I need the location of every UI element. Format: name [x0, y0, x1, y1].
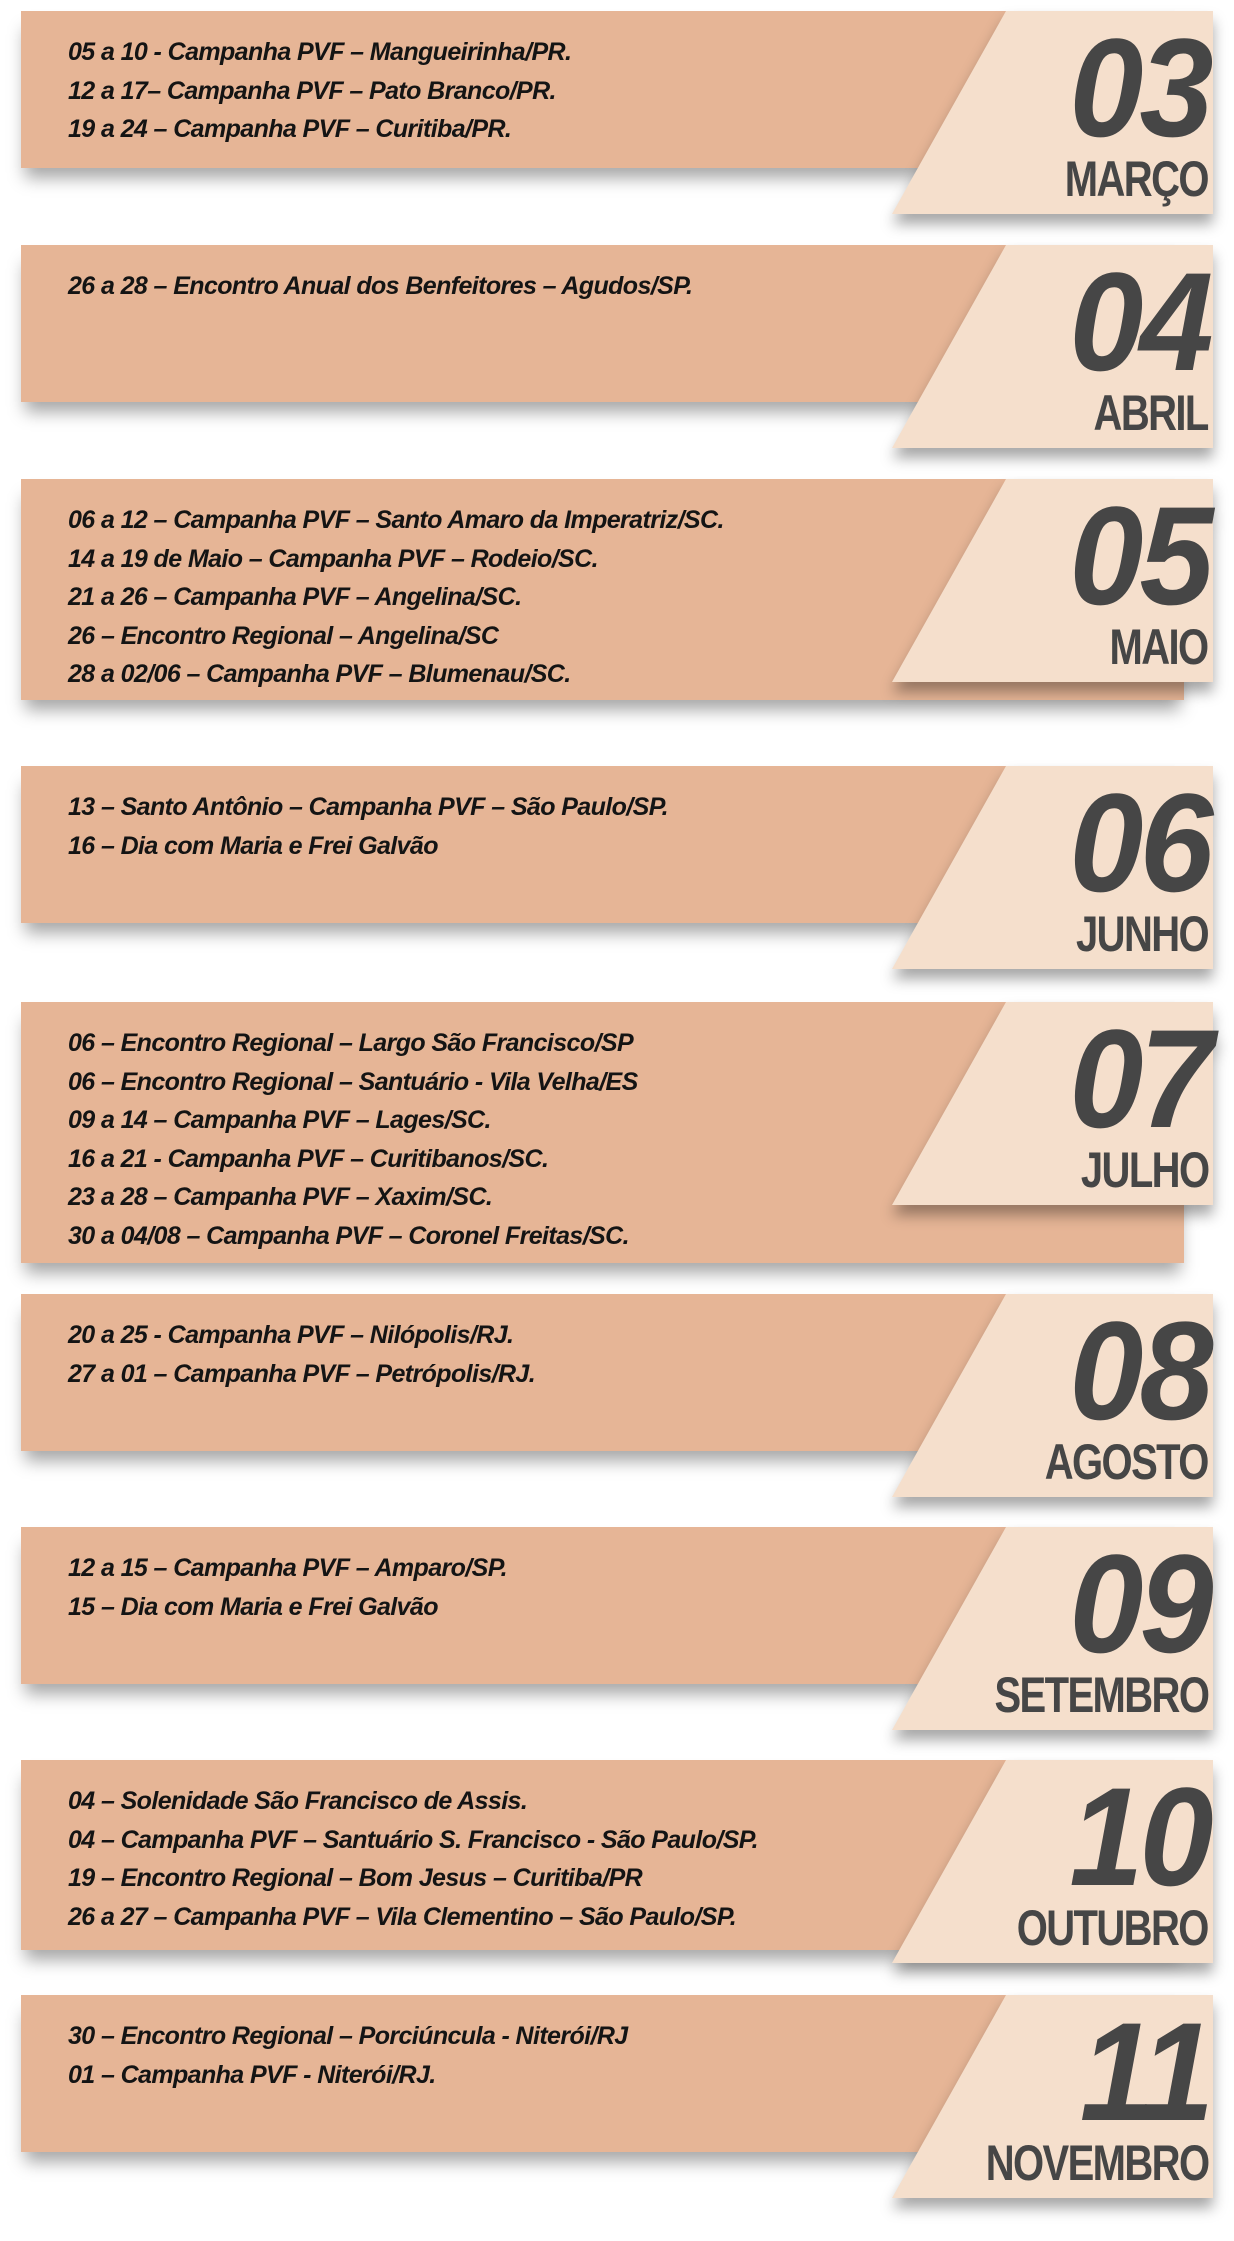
month-tag: 08 AGOSTO — [880, 1294, 1220, 1497]
event-item: 13 – Santo Antônio – Campanha PVF – São … — [68, 793, 669, 821]
month-name: AGOSTO — [1044, 1434, 1210, 1490]
event-item: 26 a 27 – Campanha PVF – Vila Clementino… — [68, 1902, 737, 1931]
event-item: 09 a 14 – Campanha PVF – Lages/SC. — [68, 1106, 491, 1134]
event-item: 19 – Encontro Regional – Bom Jesus – Cur… — [68, 1864, 643, 1892]
month-name: MARÇO — [1064, 151, 1210, 207]
event-item: 21 a 26 – Campanha PVF – Angelina/SC. — [68, 583, 522, 611]
event-list: 13 – Santo Antônio – Campanha PVF – São … — [68, 788, 669, 865]
event-item: 28 a 02/06 – Campanha PVF – Blumenau/SC. — [68, 660, 571, 688]
event-list: 20 a 25 - Campanha PVF – Nilópolis/RJ. 27… — [68, 1316, 536, 1393]
month-number: 09 — [1069, 1525, 1214, 1682]
event-item: 15 – Dia com Maria e Frei Galvão — [68, 1592, 438, 1621]
event-item: 14 a 19 de Maio – Campanha PVF – Rodeio/… — [68, 544, 599, 573]
event-item: 06 a 12 – Campanha PVF – Santo Amaro da … — [68, 506, 724, 534]
month-name: OUTUBRO — [1016, 1900, 1210, 1956]
month-name: JULHO — [1080, 1142, 1209, 1198]
month-number: 04 — [1069, 243, 1214, 400]
event-item: 26 a 28 – Encontro Anual dos Benfeitores… — [68, 272, 693, 300]
month-number: 03 — [1069, 9, 1214, 166]
event-item: 06 – Encontro Regional – Santuário - Vil… — [68, 1067, 638, 1096]
month-number: 10 — [1069, 1758, 1214, 1915]
event-list: 04 – Solenidade São Francisco de Assis. 0… — [68, 1782, 759, 1936]
event-item: 04 – Campanha PVF – Santuário S. Francis… — [68, 1825, 759, 1854]
month-tag: 05 MAIO — [880, 479, 1220, 682]
month-name: JUNHO — [1075, 906, 1210, 962]
event-item: 12 a 17– Campanha PVF – Pato Branco/PR. — [68, 76, 557, 105]
month-tag: 06 JUNHO — [880, 766, 1220, 969]
event-list: 12 a 15 – Campanha PVF – Amparo/SP. 15 – … — [68, 1549, 508, 1626]
event-item: 16 a 21 - Campanha PVF – Curitibanos/SC. — [68, 1144, 549, 1173]
event-list: 06 – Encontro Regional – Largo São Franc… — [68, 1024, 638, 1255]
event-item: 19 a 24 – Campanha PVF – Curitiba/PR. — [68, 115, 512, 143]
month-number: 08 — [1069, 1292, 1214, 1449]
month-name: MAIO — [1109, 619, 1210, 675]
event-list: 06 a 12 – Campanha PVF – Santo Amaro da … — [68, 501, 724, 694]
month-tag: 03 MARÇO — [880, 11, 1220, 214]
month-tag: 07 JULHO — [880, 1002, 1220, 1205]
month-tag: 11 NOVEMBRO — [880, 1995, 1220, 2198]
month-number: 06 — [1069, 764, 1214, 921]
month-number: 07 — [1069, 1000, 1214, 1157]
event-item: 26 – Encontro Regional – Angelina/SC — [68, 621, 499, 650]
month-name: NOVEMBRO — [985, 2135, 1209, 2191]
event-item: 27 a 01 – Campanha PVF – Petrópolis/RJ. — [68, 1359, 536, 1388]
event-list: 26 a 28 – Encontro Anual dos Benfeitores… — [68, 267, 693, 306]
event-item: 05 a 10 - Campanha PVF – Mangueirinha/PR… — [68, 38, 572, 66]
event-item: 12 a 15 – Campanha PVF – Amparo/SP. — [68, 1554, 508, 1582]
month-tag: 04 ABRIL — [880, 245, 1220, 448]
month-number: 11 — [1079, 1993, 1214, 2150]
month-number: 05 — [1069, 477, 1214, 634]
event-list: 30 – Encontro Regional – Porciúncula - N… — [68, 2017, 628, 2094]
event-item: 16 – Dia com Maria e Frei Galvão — [68, 831, 438, 860]
event-item: 04 – Solenidade São Francisco de Assis. — [68, 1787, 528, 1815]
month-tag: 10 OUTUBRO — [880, 1760, 1220, 1963]
event-item: 06 – Encontro Regional – Largo São Franc… — [68, 1029, 634, 1057]
month-name: ABRIL — [1093, 385, 1210, 441]
event-item: 30 a 04/08 – Campanha PVF – Coronel Frei… — [68, 1221, 630, 1250]
month-tag: 09 SETEMBRO — [880, 1527, 1220, 1730]
event-item: 30 – Encontro Regional – Porciúncula - N… — [68, 2022, 628, 2050]
event-item: 23 a 28 – Campanha PVF – Xaxim/SC. — [68, 1183, 493, 1211]
month-name: SETEMBRO — [994, 1667, 1209, 1723]
event-item: 01 – Campanha PVF - Niterói/RJ. — [68, 2060, 436, 2089]
event-list: 05 a 10 - Campanha PVF – Mangueirinha/PR… — [68, 33, 572, 149]
event-item: 20 a 25 - Campanha PVF – Nilópolis/RJ. — [68, 1321, 514, 1349]
